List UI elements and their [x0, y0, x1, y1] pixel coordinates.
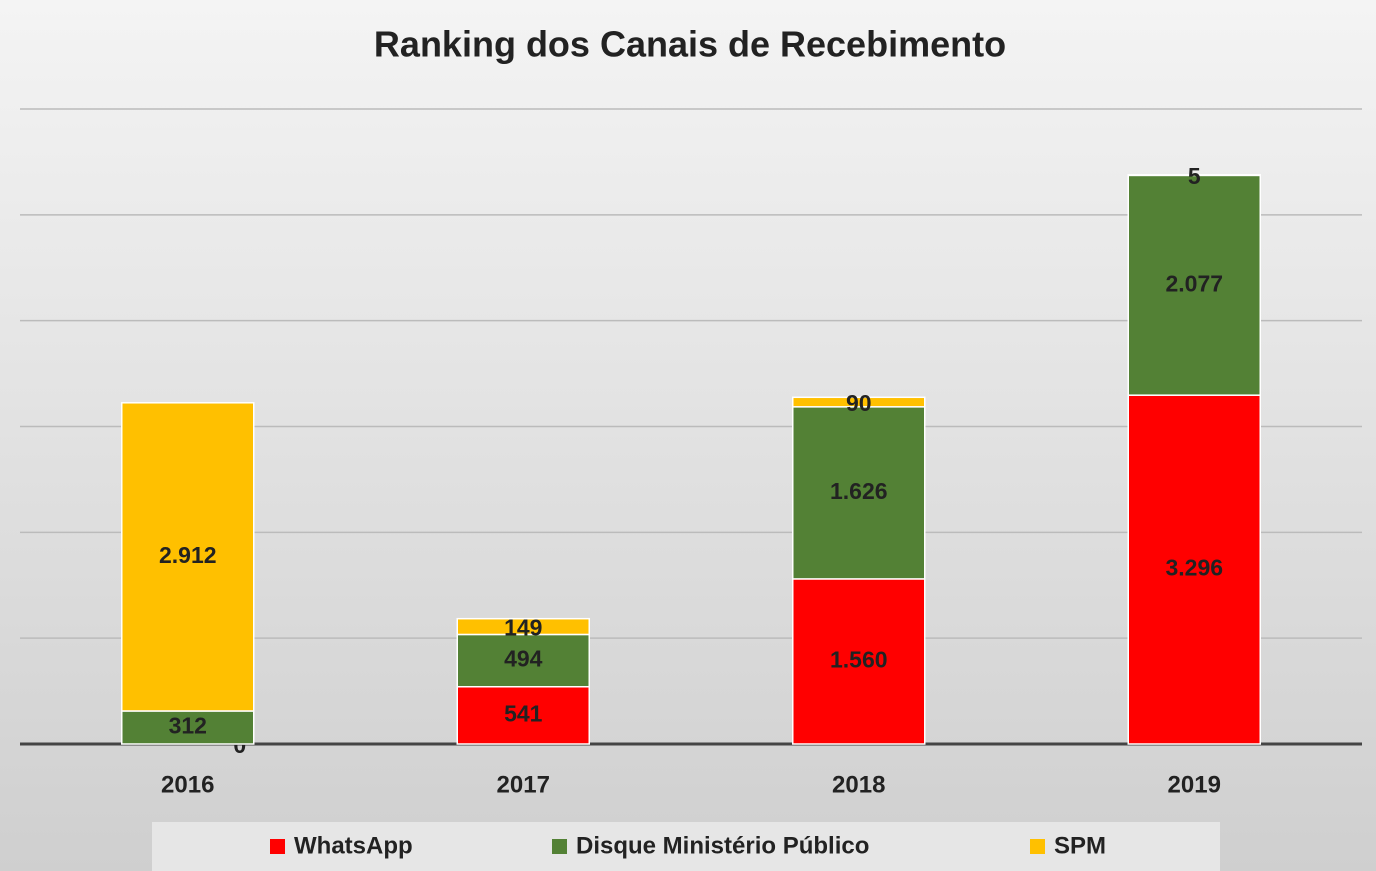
legend-swatch [270, 839, 285, 854]
x-tick-label: 2017 [497, 771, 550, 798]
bar-segment [121, 710, 255, 745]
data-label: 541 [504, 700, 543, 726]
x-tick-label: 2016 [161, 771, 214, 798]
chart-title: Ranking dos Canais de Recebimento [374, 24, 1006, 65]
legend-swatch [552, 839, 567, 854]
data-label: 5 [1188, 163, 1201, 189]
data-label: 494 [504, 646, 543, 672]
data-label: 90 [846, 390, 872, 416]
bar-segment [456, 685, 590, 745]
bar-segment [792, 396, 926, 408]
legend-label: SPM [1054, 832, 1106, 859]
bar-segment [1127, 174, 1261, 396]
bar-segment [1127, 174, 1261, 177]
bar-segment [1127, 394, 1261, 745]
bar-segment [456, 617, 590, 636]
x-tick-label: 2019 [1168, 771, 1221, 798]
bar-segment [456, 633, 590, 688]
bar-segment [792, 406, 926, 580]
data-label: 1.626 [830, 478, 888, 504]
x-tick-label: 2018 [832, 771, 885, 798]
data-label: 3.296 [1165, 555, 1223, 581]
data-label: 149 [504, 615, 542, 641]
legend-label: Disque Ministério Público [576, 832, 869, 859]
data-label: 2.077 [1165, 270, 1223, 296]
bar-segment [121, 402, 255, 712]
data-label: 1.560 [830, 647, 888, 673]
data-label: 2.912 [159, 542, 217, 568]
data-label: 312 [169, 713, 207, 739]
legend-label: WhatsApp [294, 832, 413, 859]
legend-swatch [1030, 839, 1045, 854]
